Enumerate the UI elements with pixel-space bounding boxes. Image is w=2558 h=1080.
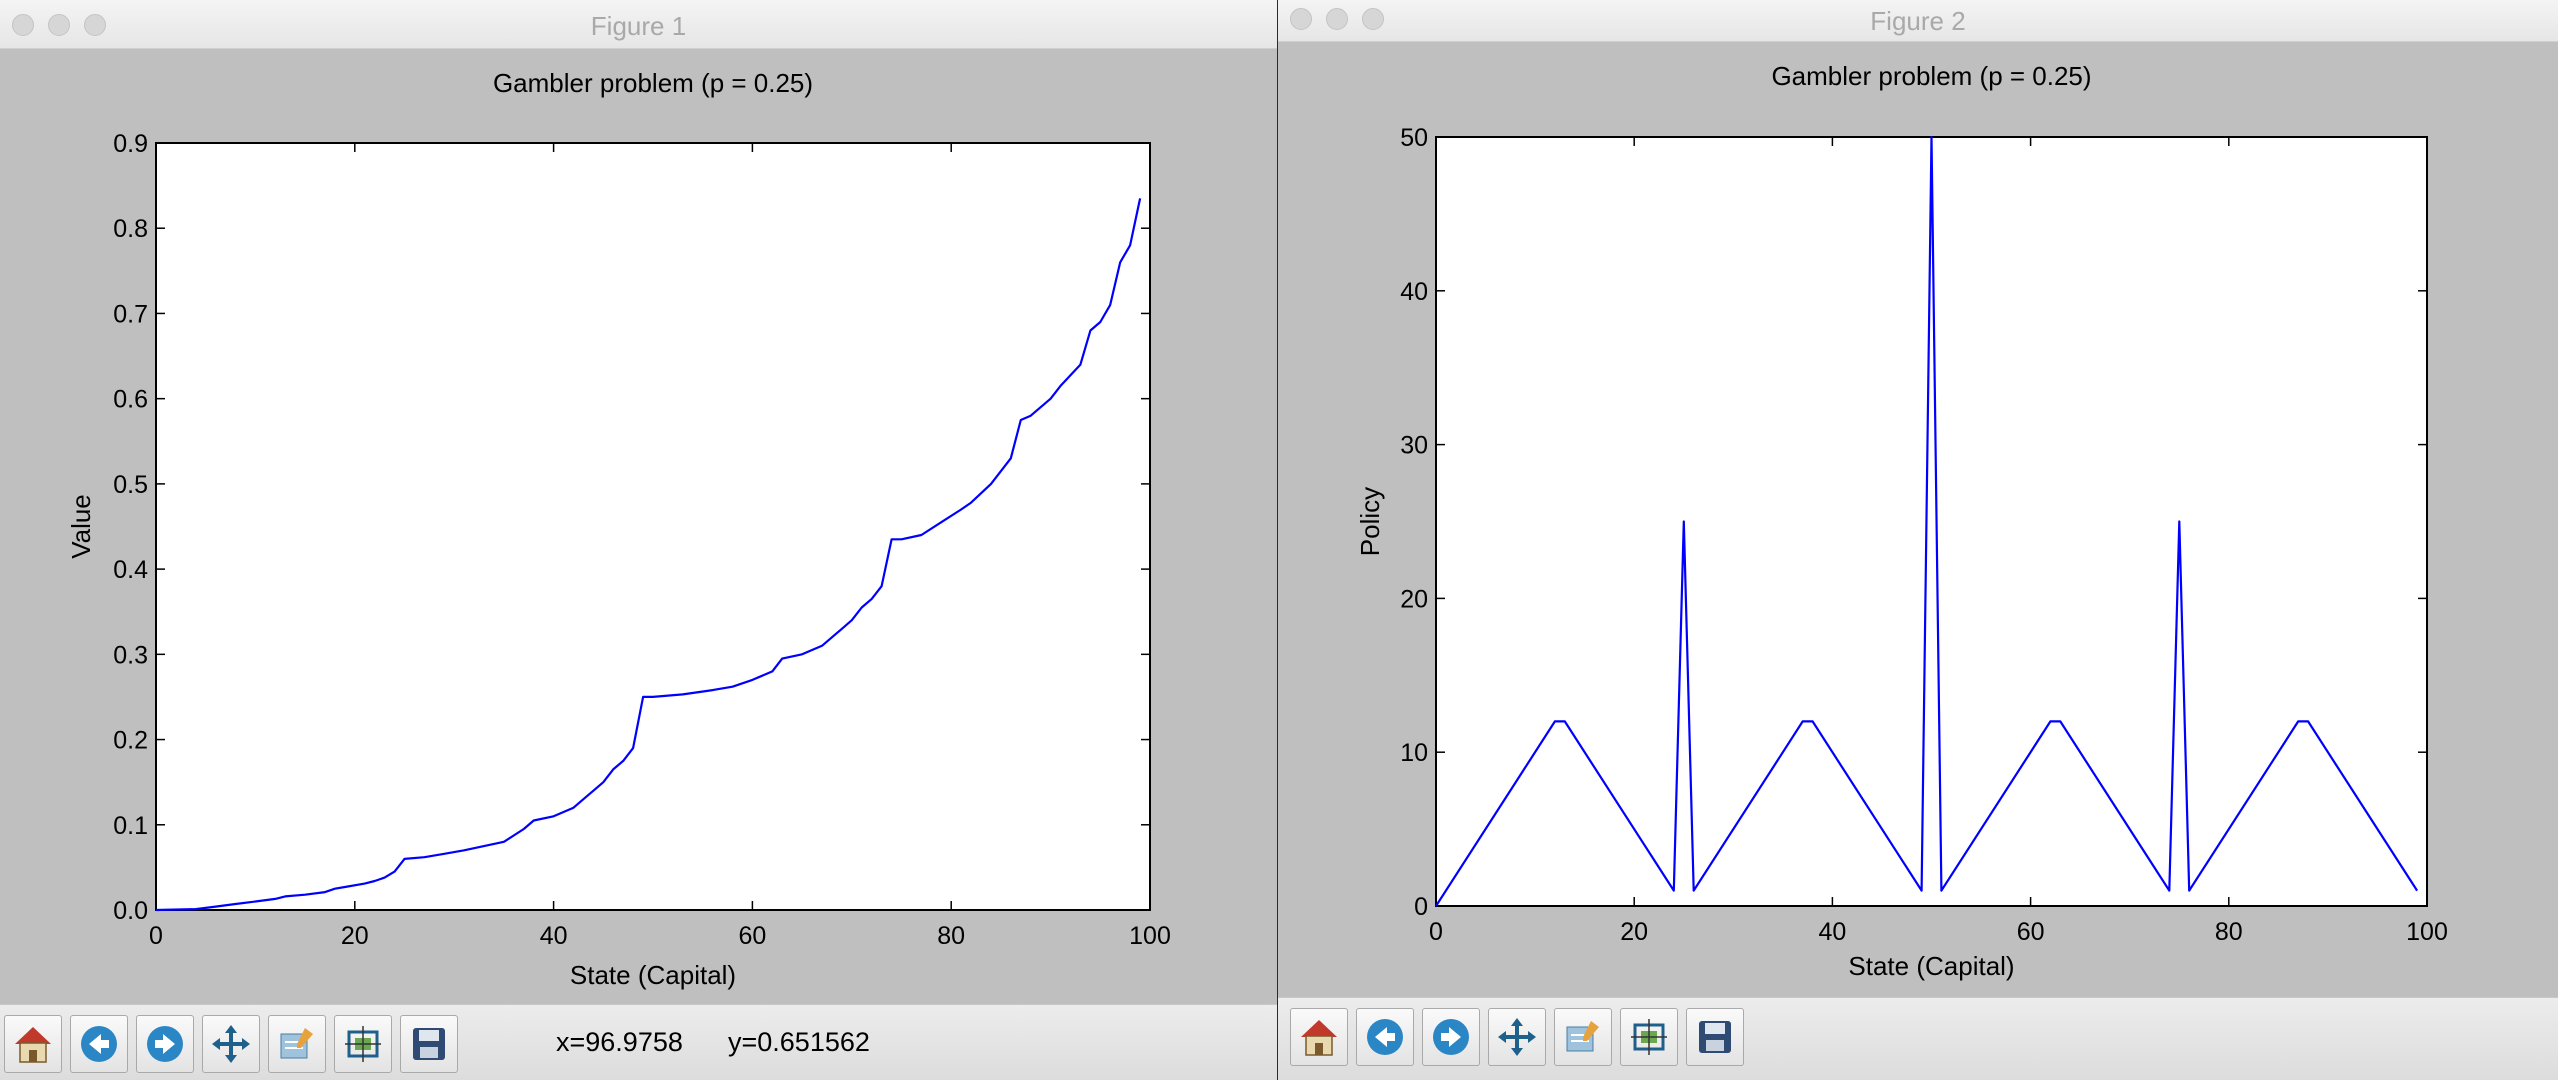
- y-tick-label: 0.3: [113, 641, 148, 669]
- x-axis-label: State (Capital): [570, 960, 736, 990]
- y-tick-label: 0.2: [113, 727, 148, 755]
- back-button[interactable]: [70, 1015, 128, 1073]
- series-line: [1435, 135, 2419, 907]
- x-tick-label: 20: [1620, 918, 1648, 946]
- y-tick-label: 10: [1400, 739, 1428, 767]
- window-controls: [1290, 8, 1384, 30]
- y-tick-label: 50: [1400, 124, 1428, 152]
- x-tick-label: 100: [2406, 918, 2448, 946]
- y-tick-label: 0.6: [113, 386, 148, 414]
- configure-subplots-icon: [280, 1028, 313, 1059]
- zoom-rect-button[interactable]: [334, 1015, 392, 1073]
- x-tick-label: 100: [1129, 922, 1171, 950]
- forward-arrow-icon: [147, 1026, 183, 1062]
- back-arrow-icon: [81, 1026, 117, 1062]
- zoom-button[interactable]: [84, 14, 106, 36]
- save-button[interactable]: [400, 1015, 458, 1073]
- x-tick-label: 80: [937, 922, 965, 950]
- y-tick-label: 0.9: [113, 130, 148, 158]
- y-tick-label: 0.4: [113, 556, 148, 584]
- minimize-button[interactable]: [48, 14, 70, 36]
- close-button[interactable]: [12, 14, 34, 36]
- y-tick-label: 0.0: [113, 897, 148, 925]
- forward-button[interactable]: [1422, 1008, 1480, 1066]
- zoom-rect-button[interactable]: [1620, 1008, 1678, 1066]
- forward-arrow-icon: [1433, 1019, 1469, 1055]
- x-tick-label: 0: [1429, 918, 1443, 946]
- series-line: [155, 198, 1142, 912]
- y-tick-label: 30: [1400, 432, 1428, 460]
- forward-button[interactable]: [136, 1015, 194, 1073]
- x-axis-label: State (Capital): [1848, 951, 2014, 981]
- window-controls: [12, 14, 106, 36]
- zoom-rect-icon: [345, 1026, 381, 1062]
- toolbar: [1278, 997, 2558, 1080]
- pan-icon: [212, 1025, 250, 1063]
- figure-1-window: Figure 1 Gambler problem (p = 0.25) 0 20 40…: [0, 0, 1277, 1080]
- zoom-button[interactable]: [1362, 8, 1384, 30]
- y-axis-label: Policy: [1355, 487, 1385, 556]
- y-tick-label: 40: [1400, 278, 1428, 306]
- home-icon: [15, 1027, 51, 1063]
- coordinates-readout-y: y=0.651562: [728, 1027, 870, 1057]
- back-button[interactable]: [1356, 1008, 1414, 1066]
- pan-button[interactable]: [202, 1015, 260, 1073]
- home-button[interactable]: [1290, 1008, 1348, 1066]
- back-arrow-icon: [1367, 1019, 1403, 1055]
- y-tick-label: 0.7: [113, 300, 148, 328]
- home-icon: [1301, 1020, 1337, 1056]
- home-button[interactable]: [4, 1015, 62, 1073]
- chart-title: Gambler problem (p = 0.25): [493, 68, 813, 98]
- window-title: Figure 1: [590, 11, 687, 41]
- value-chart: Gambler problem (p = 0.25) 0 20 40 60 80 100 0.…: [66, 68, 1171, 990]
- configure-subplots-button[interactable]: [268, 1015, 326, 1073]
- zoom-rect-icon: [1631, 1019, 1667, 1055]
- x-tick-label: 0: [149, 922, 163, 950]
- configure-subplots-icon: [1566, 1021, 1599, 1052]
- window-title: Figure 2: [1870, 6, 1966, 36]
- y-axis-label: Value: [66, 494, 96, 559]
- minimize-button[interactable]: [1326, 8, 1348, 30]
- y-tick-label: 0.8: [113, 215, 148, 243]
- pan-button[interactable]: [1488, 1008, 1546, 1066]
- policy-chart: Gambler problem (p = 0.25) 0 20 40 60 80 100 0 1…: [1355, 61, 2448, 981]
- x-tick-label: 20: [341, 922, 369, 950]
- configure-subplots-button[interactable]: [1554, 1008, 1612, 1066]
- x-tick-label: 40: [540, 922, 568, 950]
- chart-title: Gambler problem (p = 0.25): [1771, 61, 2091, 91]
- x-tick-label: 40: [1818, 918, 1846, 946]
- toolbar: x=96.9758 y=0.651562: [0, 1004, 1277, 1080]
- plot-area: [1435, 136, 2428, 907]
- plot-area: [155, 142, 1151, 911]
- pan-icon: [1498, 1018, 1536, 1056]
- x-tick-label: 60: [2017, 918, 2045, 946]
- y-tick-label: 20: [1400, 585, 1428, 613]
- close-button[interactable]: [1290, 8, 1312, 30]
- save-icon: [1699, 1021, 1731, 1053]
- save-icon: [413, 1028, 445, 1060]
- x-tick-label: 60: [738, 922, 766, 950]
- titlebar: Figure 1: [0, 0, 1277, 49]
- save-button[interactable]: [1686, 1008, 1744, 1066]
- y-tick-label: 0.1: [113, 812, 148, 840]
- coordinates-readout-x: x=96.9758: [556, 1027, 683, 1057]
- x-tick-label: 80: [2215, 918, 2243, 946]
- y-tick-label: 0: [1414, 893, 1428, 921]
- y-tick-label: 0.5: [113, 471, 148, 499]
- titlebar: Figure 2: [1278, 0, 2558, 42]
- figure-2-window: Figure 2 Gambler problem (p = 0.25) 0 20 40…: [1278, 0, 2558, 1080]
